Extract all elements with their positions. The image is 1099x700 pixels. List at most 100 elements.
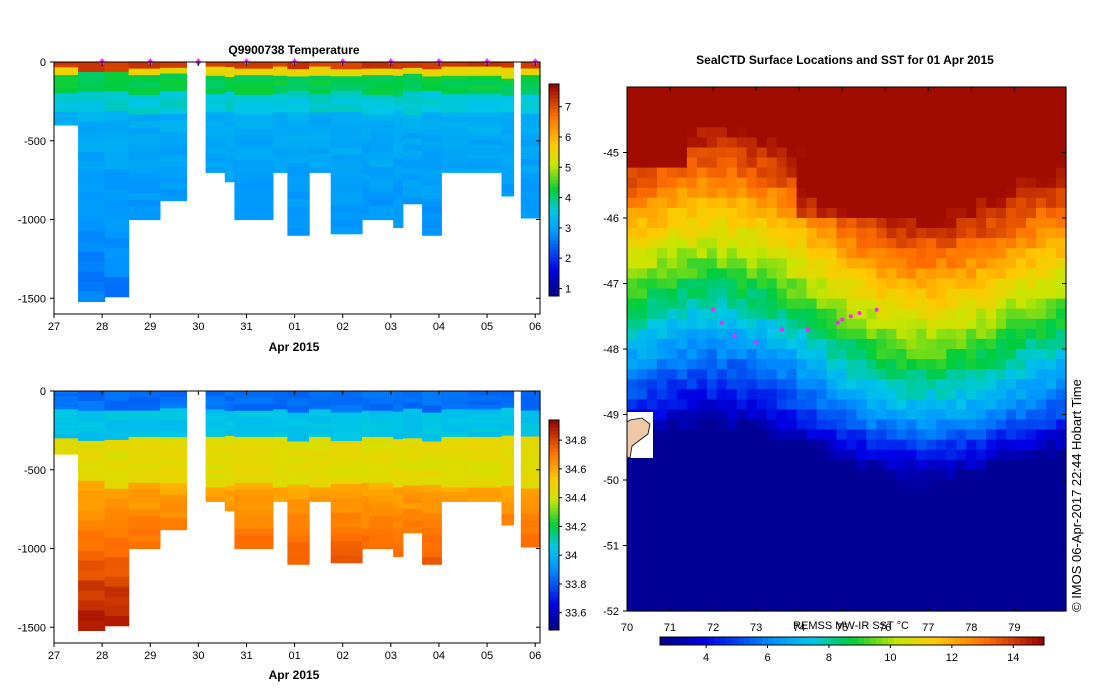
sst-cell bbox=[766, 520, 778, 531]
x-tick-label: 01 bbox=[288, 650, 300, 662]
sst-cell bbox=[706, 308, 718, 320]
colorbar-swatch bbox=[549, 243, 559, 247]
sst-cell bbox=[746, 389, 758, 400]
sst-cell bbox=[676, 359, 688, 370]
sst-cell bbox=[946, 580, 957, 592]
sst-cell bbox=[736, 510, 748, 521]
sst-cell bbox=[786, 540, 798, 552]
sst-cell bbox=[896, 167, 907, 179]
profile-cell bbox=[369, 206, 394, 214]
sst-cell bbox=[956, 278, 967, 290]
sst-cell bbox=[706, 238, 718, 249]
sst-cell bbox=[796, 500, 808, 511]
sst-cell bbox=[806, 520, 818, 531]
profile-cell bbox=[234, 469, 274, 477]
sst-cell bbox=[756, 197, 768, 209]
profile-cell bbox=[520, 410, 541, 418]
sst-cell bbox=[876, 379, 887, 390]
profile-cell bbox=[393, 508, 404, 516]
sst-cell bbox=[826, 359, 838, 370]
sst-cell bbox=[946, 570, 957, 582]
sst-cell bbox=[986, 318, 997, 330]
profile-cell bbox=[54, 64, 79, 68]
sst-cell bbox=[766, 419, 778, 431]
sst-cell bbox=[647, 268, 658, 280]
profile-cell bbox=[369, 140, 394, 148]
seal-point bbox=[711, 307, 716, 312]
sst-cell bbox=[1006, 560, 1017, 572]
profile-cell bbox=[402, 168, 423, 175]
sst-cell bbox=[796, 550, 808, 562]
sst-cell bbox=[986, 117, 997, 128]
sst-cell bbox=[996, 349, 1007, 360]
sst-cell bbox=[696, 550, 708, 562]
sst-cell bbox=[696, 197, 708, 209]
profile-cell bbox=[54, 85, 79, 89]
colorbar-swatch bbox=[549, 444, 559, 449]
sst-cell bbox=[946, 127, 957, 138]
sst-cell bbox=[1046, 490, 1057, 501]
profile-cell bbox=[393, 528, 404, 537]
sst-cell bbox=[666, 469, 678, 481]
sst-cell bbox=[946, 248, 957, 259]
sst-cell bbox=[686, 369, 698, 380]
profile-cell bbox=[362, 140, 370, 148]
sst-cell bbox=[866, 399, 878, 411]
profile-cell bbox=[128, 489, 161, 497]
sst-cell bbox=[666, 540, 678, 552]
sst-cell bbox=[706, 207, 718, 219]
profile-cell bbox=[369, 541, 394, 550]
profile-cell bbox=[205, 414, 226, 420]
profile-cell bbox=[128, 62, 161, 70]
sst-cell bbox=[647, 278, 658, 290]
sst-cell bbox=[1046, 570, 1057, 582]
sst-cell bbox=[1056, 480, 1067, 491]
sst-cell bbox=[886, 258, 897, 269]
sst-cell bbox=[766, 97, 778, 108]
sst-cell bbox=[906, 318, 917, 330]
profile-cell bbox=[402, 180, 423, 187]
sst-cell bbox=[686, 137, 698, 149]
profile-cell bbox=[54, 393, 79, 397]
profile-cell bbox=[224, 495, 235, 502]
sst-cell bbox=[946, 469, 957, 481]
sst-cell bbox=[736, 228, 748, 239]
sst-cell bbox=[706, 469, 718, 481]
sst-cell bbox=[826, 278, 838, 290]
sst-cell bbox=[886, 218, 897, 229]
profile-cell bbox=[330, 176, 363, 185]
sst-cell bbox=[836, 268, 848, 280]
colorbar-swatch bbox=[840, 637, 847, 645]
sst-cell bbox=[756, 480, 768, 491]
sst-cell bbox=[686, 328, 698, 340]
profile-cell bbox=[369, 75, 394, 83]
sst-cell bbox=[1036, 268, 1047, 280]
profile-cell bbox=[78, 590, 106, 602]
sst-cell bbox=[746, 530, 758, 542]
sst-cell bbox=[706, 127, 718, 138]
sst-cell bbox=[856, 87, 868, 98]
profile-cell bbox=[441, 404, 469, 410]
sst-cell bbox=[786, 218, 798, 229]
profile-cell bbox=[393, 172, 404, 180]
sst-cell bbox=[786, 560, 798, 572]
profile-cell bbox=[224, 67, 235, 73]
lon-tick-label: 75 bbox=[836, 622, 848, 634]
sst-cell bbox=[926, 349, 937, 360]
profile-cell bbox=[78, 420, 106, 432]
sst-cell bbox=[1056, 218, 1067, 229]
profile-cell bbox=[501, 463, 515, 470]
sst-cell bbox=[916, 288, 927, 300]
profile-cell bbox=[159, 391, 187, 398]
profile-cell bbox=[467, 455, 503, 461]
lat-tick-label: -52 bbox=[603, 606, 619, 618]
profile-cell bbox=[104, 518, 130, 529]
sst-cell bbox=[686, 117, 698, 128]
profile-cell bbox=[330, 541, 363, 549]
profile-cell bbox=[78, 500, 106, 512]
sst-cell bbox=[846, 268, 858, 280]
sst-cell bbox=[826, 399, 838, 411]
y-tick-label: 0 bbox=[40, 57, 46, 69]
sst-cell bbox=[846, 510, 858, 521]
sst-cell bbox=[916, 127, 927, 138]
